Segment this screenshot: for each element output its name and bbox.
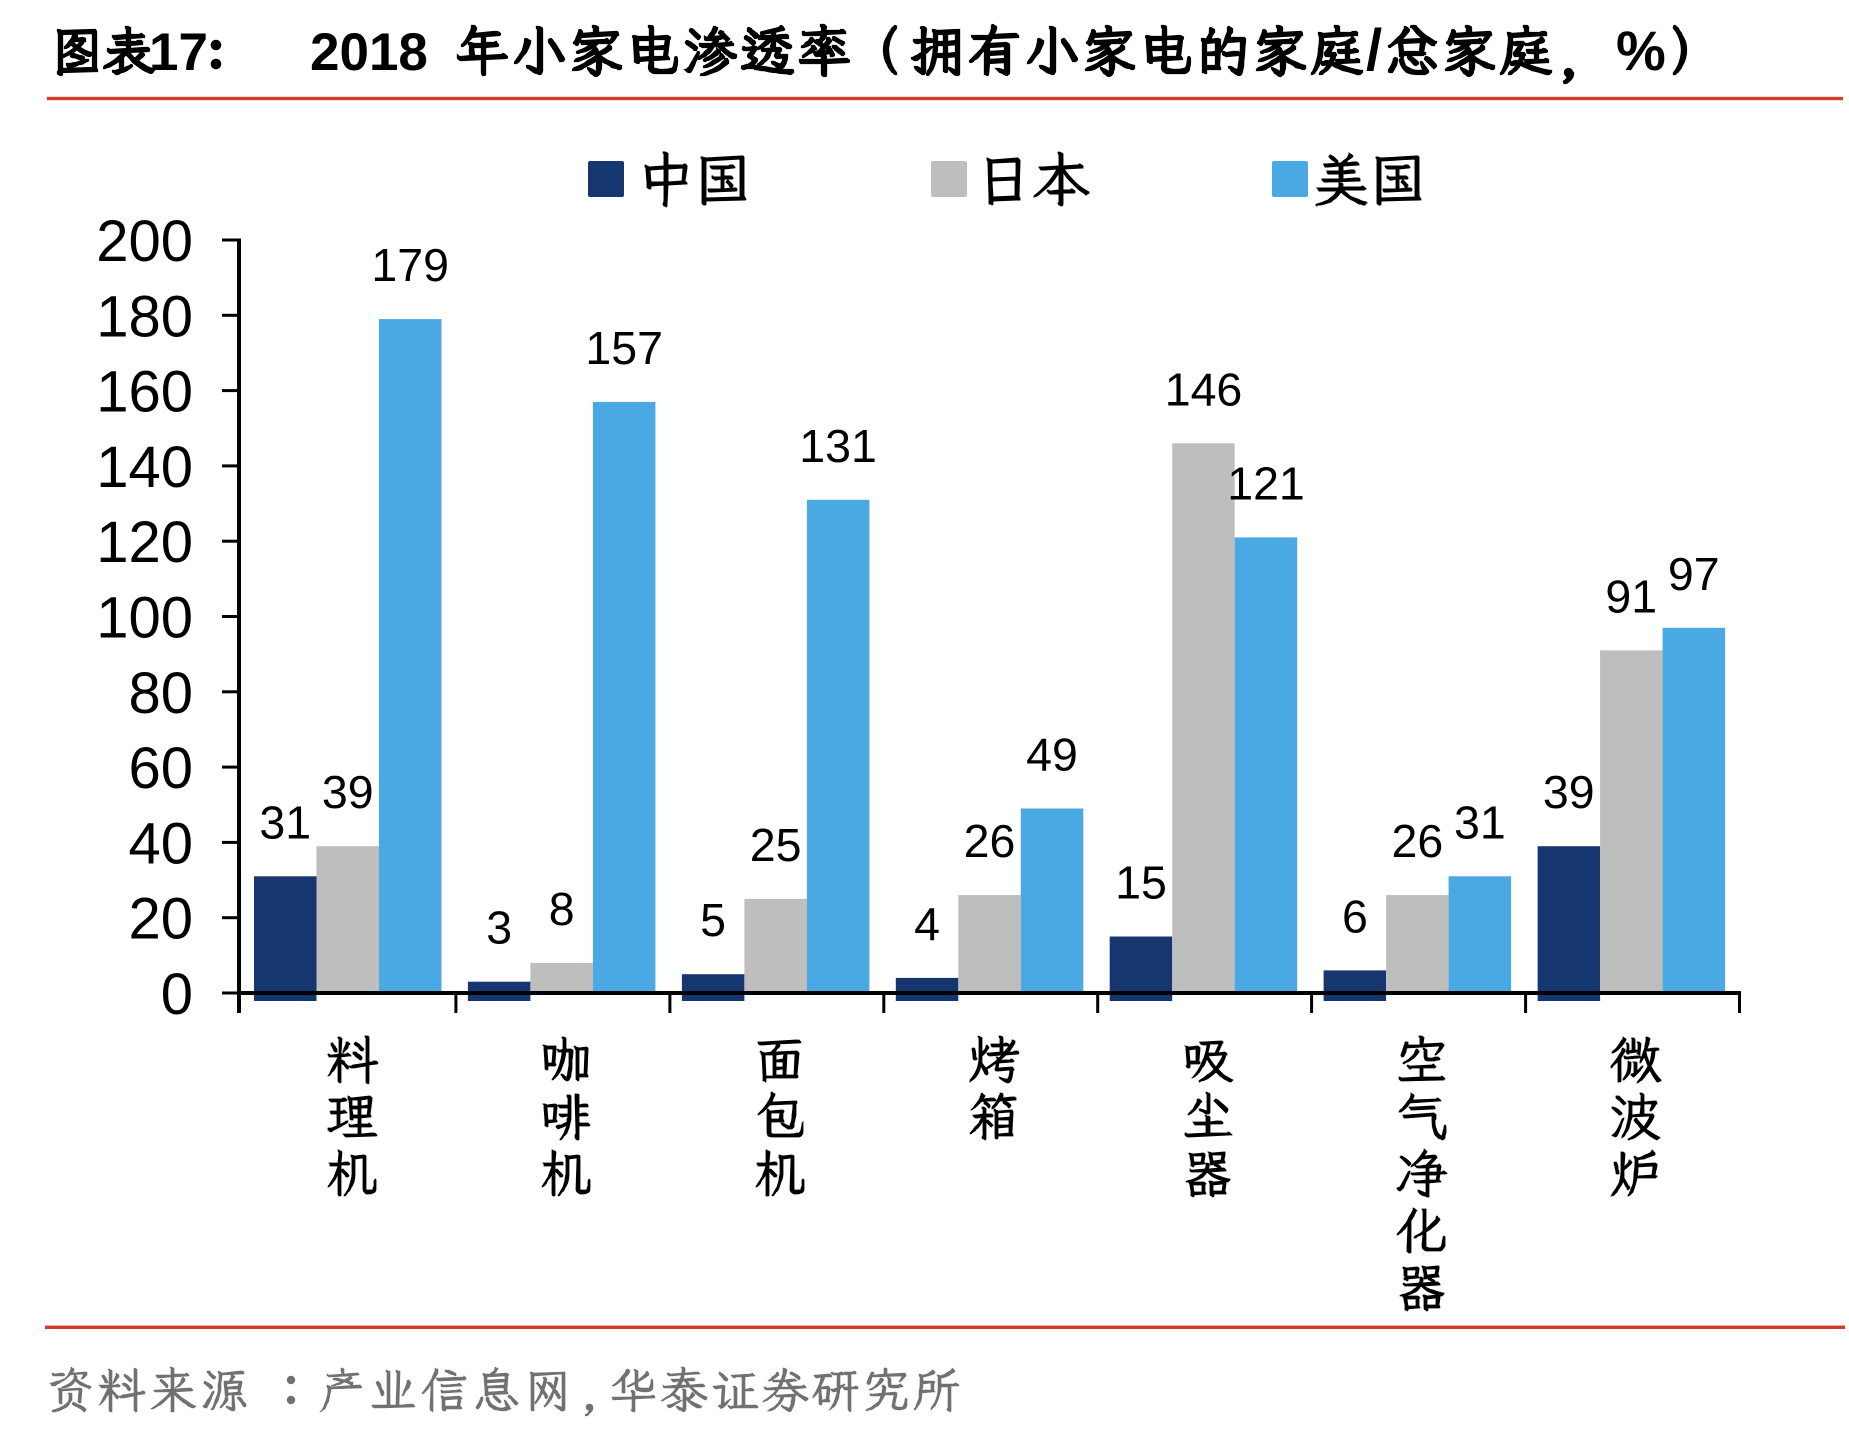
svg-text:146: 146 (1165, 363, 1243, 415)
svg-text:/: / (1366, 18, 1382, 83)
svg-text:40: 40 (128, 811, 193, 876)
svg-text:39: 39 (1543, 766, 1595, 818)
svg-text:60: 60 (128, 736, 193, 801)
svg-text:17: 17 (149, 23, 208, 82)
svg-text:2018: 2018 (310, 23, 428, 82)
svg-text:120: 120 (96, 510, 193, 575)
svg-text:6: 6 (1342, 890, 1368, 942)
svg-text:49: 49 (1026, 729, 1078, 781)
svg-text:121: 121 (1227, 457, 1305, 509)
svg-text:8: 8 (549, 883, 575, 935)
svg-text:131: 131 (799, 420, 877, 472)
svg-text:160: 160 (96, 360, 193, 425)
svg-text:39: 39 (322, 766, 374, 818)
svg-text:25: 25 (750, 819, 802, 871)
svg-text:%: % (1616, 19, 1666, 82)
svg-text:179: 179 (371, 239, 449, 291)
svg-text:15: 15 (1115, 857, 1167, 909)
svg-text:26: 26 (964, 815, 1016, 867)
svg-text:26: 26 (1392, 815, 1444, 867)
svg-text:157: 157 (585, 322, 663, 374)
svg-text:31: 31 (259, 796, 311, 848)
svg-text:140: 140 (96, 435, 193, 500)
svg-text:20: 20 (128, 887, 193, 952)
svg-text:31: 31 (1454, 796, 1506, 848)
svg-text:3: 3 (486, 902, 512, 954)
svg-text:5: 5 (700, 894, 726, 946)
svg-text:180: 180 (96, 284, 193, 349)
svg-text:100: 100 (96, 586, 193, 651)
svg-text:0: 0 (161, 962, 193, 1027)
svg-text:4: 4 (914, 898, 940, 950)
svg-text:80: 80 (128, 661, 193, 726)
svg-text:91: 91 (1605, 570, 1657, 622)
svg-text:97: 97 (1668, 548, 1720, 600)
svg-text:200: 200 (96, 209, 193, 274)
